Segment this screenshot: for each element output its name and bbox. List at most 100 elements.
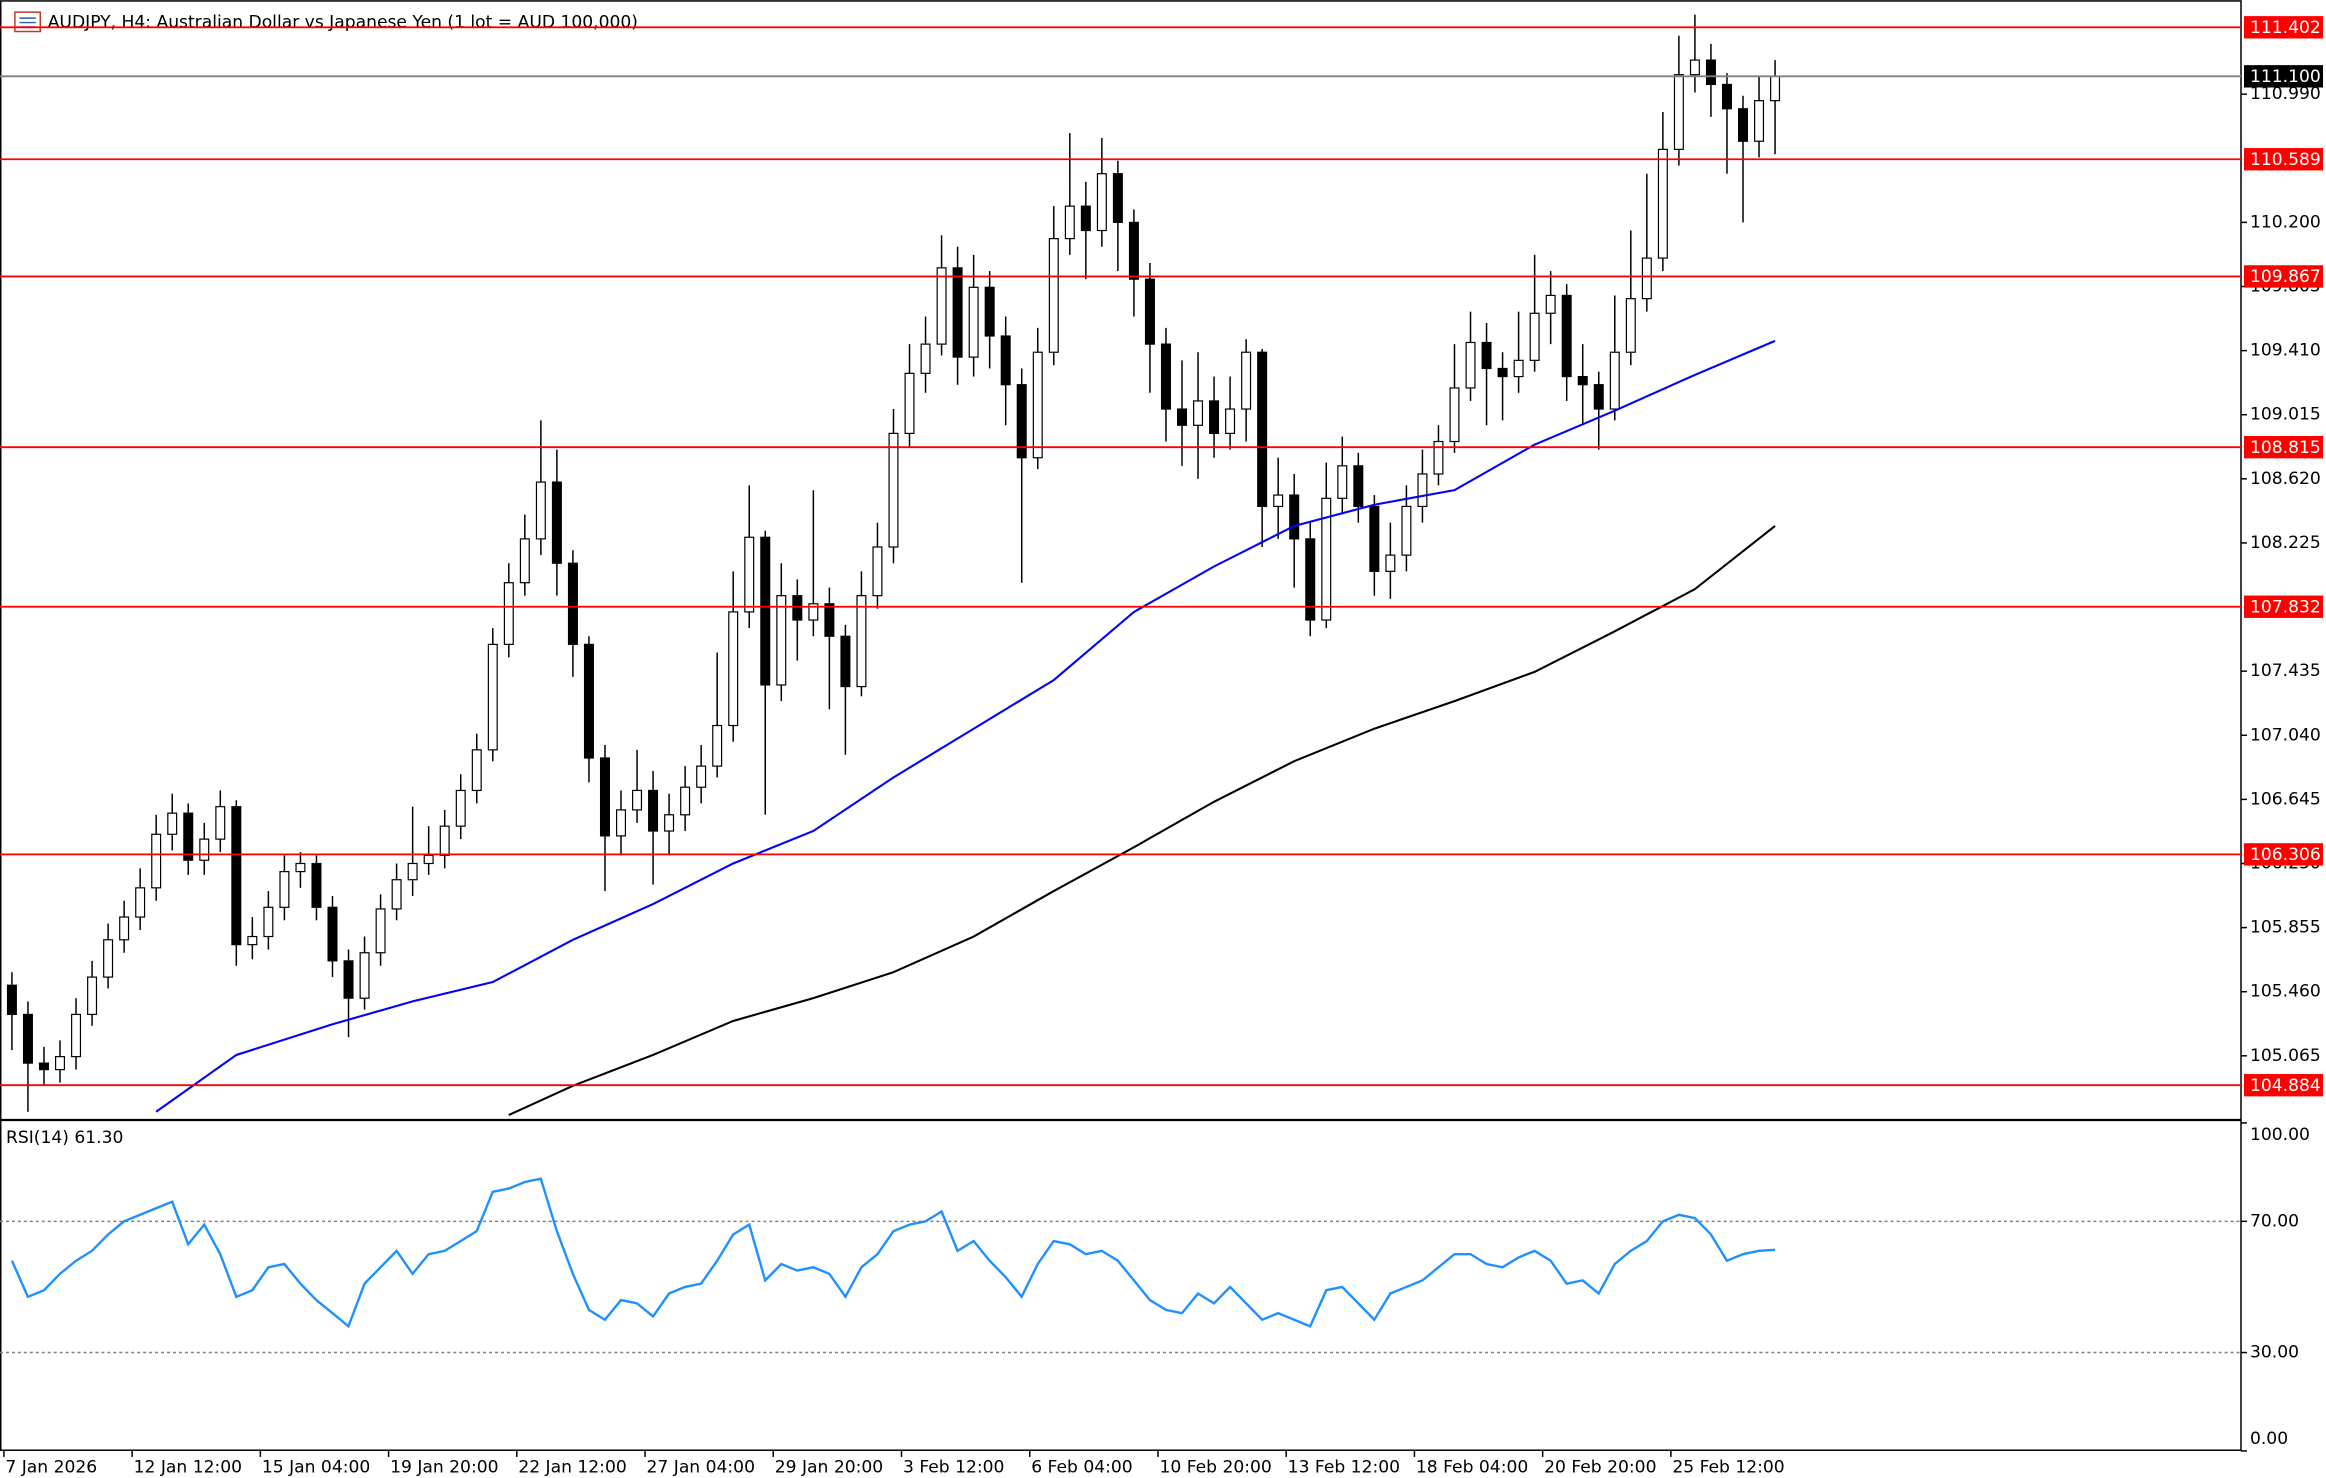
- level-label-box: [2243, 595, 2324, 618]
- candle-body: [712, 724, 723, 767]
- y-tick-label: 105.460: [2250, 982, 2321, 1002]
- candle-body: [1000, 335, 1011, 386]
- candle-body: [1112, 173, 1123, 223]
- candle-body: [1144, 278, 1155, 345]
- candle-body: [1193, 400, 1204, 426]
- candle-body: [199, 838, 210, 861]
- x-tick-label: 12 Jan 12:00: [134, 1457, 242, 1477]
- candle-body: [1160, 343, 1171, 410]
- candle-body: [407, 862, 418, 881]
- y-tick-label: 108.620: [2250, 469, 2321, 489]
- moving-average: [155, 339, 1776, 1113]
- x-tick-label: 19 Jan 20:00: [390, 1457, 498, 1477]
- candle-body: [872, 546, 883, 597]
- candle-body: [1241, 351, 1252, 410]
- candle-body: [551, 481, 562, 564]
- candle-body: [135, 887, 146, 918]
- candle-body: [55, 1056, 66, 1071]
- y-tick-label: 107.435: [2250, 661, 2321, 681]
- candle-body: [984, 286, 995, 337]
- candles: [6, 14, 1781, 1116]
- candle-body: [1209, 400, 1220, 434]
- moving-average: [508, 525, 1776, 1116]
- candle-body: [1657, 148, 1668, 259]
- candle-body: [1257, 351, 1268, 508]
- candle-body: [503, 582, 514, 645]
- candle-body: [1754, 100, 1765, 142]
- candle-body: [1337, 465, 1348, 499]
- candle-body: [583, 643, 594, 759]
- candle-body: [311, 862, 322, 908]
- level-label: 110.589: [2250, 150, 2321, 170]
- candle-body: [1369, 505, 1380, 572]
- candle-body: [471, 749, 482, 792]
- candle-body: [616, 809, 627, 837]
- candle-body: [1177, 408, 1188, 426]
- candle-body: [968, 286, 979, 358]
- candle-body: [680, 786, 691, 816]
- plot-frame: [0, 0, 2242, 1451]
- candle-body: [455, 789, 466, 827]
- candle-body: [792, 595, 803, 621]
- candle-body: [1481, 341, 1492, 370]
- rsi: [10, 1177, 1776, 1329]
- candle-body: [1593, 384, 1604, 410]
- x-tick-label: 29 Jan 20:00: [775, 1457, 883, 1477]
- candle-body: [1064, 205, 1075, 240]
- candle-body: [6, 984, 17, 1016]
- y-tick-label: 105.065: [2250, 1046, 2321, 1066]
- candle-body: [1305, 538, 1316, 621]
- candle-body: [1449, 387, 1460, 443]
- candle-body: [776, 595, 787, 686]
- candle-body: [920, 343, 931, 374]
- x-tick-label: 22 Jan 12:00: [518, 1457, 626, 1477]
- x-tick-label: 3 Feb 12:00: [903, 1457, 1004, 1477]
- y-tick-label: 109.410: [2250, 341, 2321, 361]
- candle-body: [87, 976, 98, 1016]
- y-tick-label: 109.015: [2250, 405, 2321, 425]
- candle-body: [632, 789, 643, 811]
- candle-body: [343, 960, 354, 999]
- x-tick-label: 25 Feb 12:00: [1672, 1457, 1784, 1477]
- candle-body: [1545, 294, 1556, 314]
- y-tick-label: 105.855: [2250, 918, 2321, 938]
- candle-body: [1689, 59, 1700, 76]
- candle-body: [1738, 108, 1749, 142]
- x-tick-label: 10 Feb 20:00: [1159, 1457, 1271, 1477]
- rsi-line: [10, 1177, 1776, 1329]
- candle-body: [535, 481, 546, 540]
- candle-body: [519, 538, 530, 584]
- candle-body: [1770, 75, 1781, 102]
- candle-body: [151, 833, 162, 889]
- x-tick-label: 13 Feb 12:00: [1288, 1457, 1400, 1477]
- candle-body: [279, 871, 290, 908]
- candle-body: [1561, 294, 1572, 378]
- candle-body: [391, 879, 402, 910]
- candle-body: [487, 643, 498, 751]
- candle-body: [1273, 494, 1284, 508]
- candle-body: [71, 1013, 82, 1058]
- candle-body: [167, 812, 178, 835]
- candle-body: [1721, 83, 1732, 110]
- candle-body: [1225, 408, 1236, 434]
- candle-body: [599, 757, 610, 837]
- symbol-icon: [14, 11, 42, 33]
- candle-body: [1465, 341, 1476, 389]
- x-tick-label: 7 Jan 2026: [5, 1457, 97, 1477]
- candle-body: [375, 908, 386, 954]
- candle-body: [359, 952, 370, 999]
- level-label-box: [2243, 16, 2324, 39]
- candle-body: [1048, 238, 1059, 353]
- candle-body: [648, 789, 659, 832]
- candle-body: [1401, 505, 1412, 556]
- candle-body: [1128, 221, 1139, 280]
- candle-body: [840, 635, 851, 688]
- level-label-box: [2243, 1074, 2324, 1097]
- y-tick-label: 107.040: [2250, 725, 2321, 745]
- y-tick-label: 70.00: [2250, 1211, 2299, 1231]
- y-tick-label: 110.200: [2250, 212, 2321, 232]
- x-tick-label: 20 Feb 20:00: [1544, 1457, 1656, 1477]
- candle-body: [567, 562, 578, 645]
- candle-body: [1673, 74, 1684, 150]
